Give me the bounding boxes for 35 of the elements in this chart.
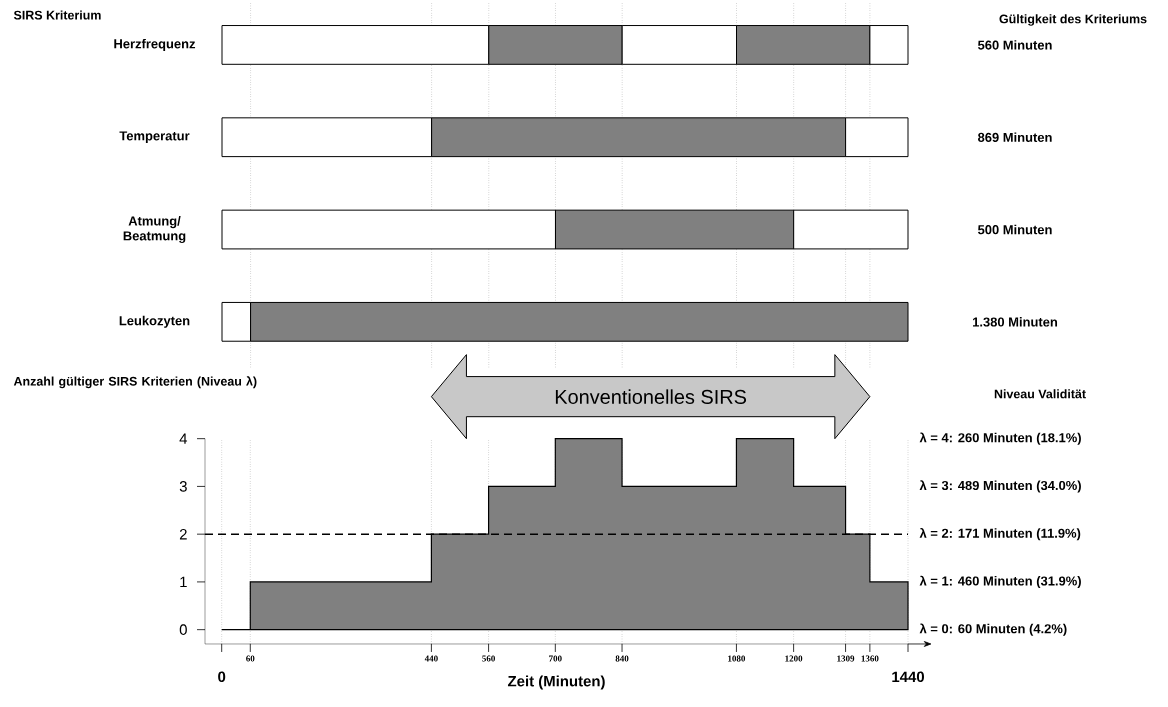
x-axis-title: Zeit (Minuten) [507, 675, 605, 690]
y-tick-label: 4 [179, 433, 188, 444]
x-tick-label: 440 [424, 655, 438, 662]
x-tick-label: 1360 [861, 655, 879, 662]
x-tick-label: 1080 [728, 655, 746, 662]
text: λ = 2: 171 Minuten (11.9%) [919, 527, 1081, 541]
x-tick-label: 1200 [785, 655, 803, 662]
text: λ = 1: 460 Minuten (31.9%) [919, 575, 1081, 589]
y-tick-label: Atmung/ Beatmung [123, 215, 186, 244]
text: 1440 [892, 671, 924, 683]
y-tick-label: 0 [179, 624, 187, 635]
text: SIRS Kriterium [13, 10, 101, 20]
text: Niveau Validität [994, 389, 1086, 399]
x-tick-label: 1309 [837, 655, 855, 662]
x-tick-label: 700 [549, 655, 562, 662]
x-tick-label: 60 [246, 655, 255, 662]
text: λ = 0: 60 Minuten (4.2%) [919, 623, 1067, 636]
y-tick-label: Leukozyten [119, 315, 190, 328]
text: Gültigkeit des Kriteriums [999, 14, 1147, 26]
text: λ = 3: 489 Minuten (34.0%) [919, 480, 1081, 493]
text: 560 Minuten [978, 40, 1052, 50]
text: 500 Minuten [978, 224, 1052, 235]
text: 0 [218, 671, 226, 683]
x-tick-label: 840 [615, 655, 629, 662]
text: 1.380 Minuten [973, 317, 1058, 327]
y-tick-label: Herzfrequenz [114, 38, 196, 51]
text: 869 Minuten [978, 132, 1052, 142]
y-tick-label: 3 [179, 481, 187, 492]
text: Konventionelles SIRS [555, 389, 747, 404]
chart-title: Anzahl gültiger SIRS Kriterien (Niveau λ) [13, 376, 257, 389]
y-tick-label: 1 [180, 576, 187, 588]
y-tick-label: Temperatur [119, 131, 190, 144]
y-tick-label: 2 [179, 528, 187, 540]
text: λ = 4: 260 Minuten (18.1%) [919, 432, 1081, 445]
x-tick-label: 560 [482, 655, 495, 662]
